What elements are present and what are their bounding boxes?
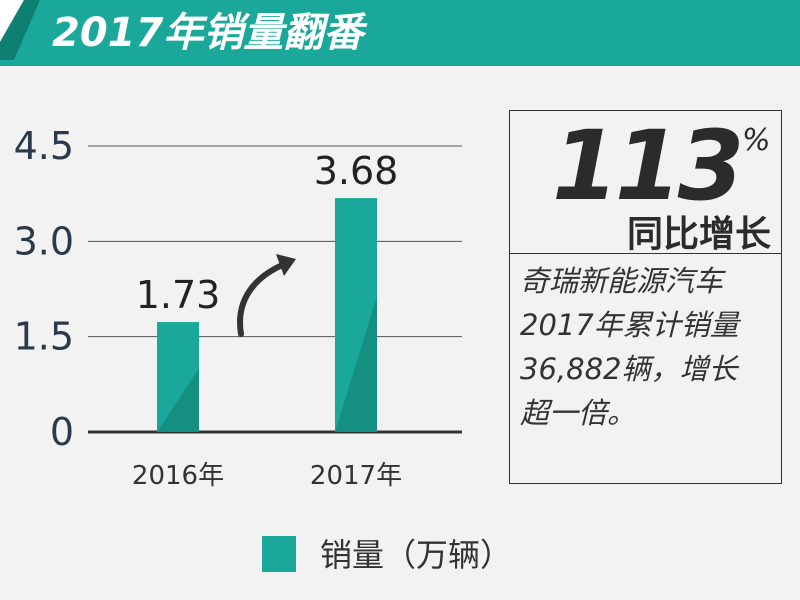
stat-description-line: 奇瑞新能源汽车 bbox=[520, 264, 724, 298]
legend-swatch bbox=[262, 536, 296, 572]
header-title: 2017年销量翻番 bbox=[52, 10, 364, 56]
y-tick-label: 4.5 bbox=[14, 124, 74, 168]
y-tick-label: 3.0 bbox=[14, 219, 74, 263]
x-tick-label: 2017年 bbox=[310, 461, 402, 491]
stat-description-line: 36,882辆，增长 bbox=[520, 352, 738, 386]
y-tick-label: 1.5 bbox=[14, 315, 74, 359]
stat-divider bbox=[510, 253, 781, 254]
stat-box: 113 % 同比增长 奇瑞新能源汽车 2017年累计销量 36,882辆，增长 … bbox=[509, 110, 782, 484]
chart-gridlines bbox=[88, 145, 462, 434]
chart-data-labels: 1.73 3.68 bbox=[136, 149, 399, 317]
stat-percent-sign: % bbox=[742, 123, 771, 158]
stat-description-line: 超一倍。 bbox=[520, 396, 637, 430]
header-band bbox=[0, 0, 800, 66]
stat-big-number: 113 bbox=[552, 110, 744, 222]
y-tick-label: 0 bbox=[50, 410, 74, 454]
stat-description-line: 2017年累计销量 bbox=[520, 308, 739, 342]
chart-x-ticks: 2016年 2017年 bbox=[132, 461, 402, 491]
header-stripe bbox=[0, 0, 40, 60]
bar-shade bbox=[157, 368, 199, 432]
legend-label: 销量（万辆） bbox=[320, 536, 513, 574]
chart-bars bbox=[157, 198, 377, 432]
growth-arrow-icon bbox=[237, 260, 290, 337]
header-decoration bbox=[0, 0, 40, 60]
bar-shade bbox=[335, 296, 377, 432]
growth-arrow-head-icon bbox=[276, 254, 296, 276]
bar-value-label: 1.73 bbox=[136, 273, 221, 317]
x-tick-label: 2016年 bbox=[132, 461, 224, 491]
chart-y-ticks: 0 1.5 3.0 4.5 bbox=[14, 124, 74, 454]
stat-description: 奇瑞新能源汽车 2017年累计销量 36,882辆，增长 超一倍。 bbox=[520, 259, 778, 435]
stat-subtitle: 同比增长 bbox=[626, 214, 771, 255]
bar-value-label: 3.68 bbox=[314, 149, 399, 193]
